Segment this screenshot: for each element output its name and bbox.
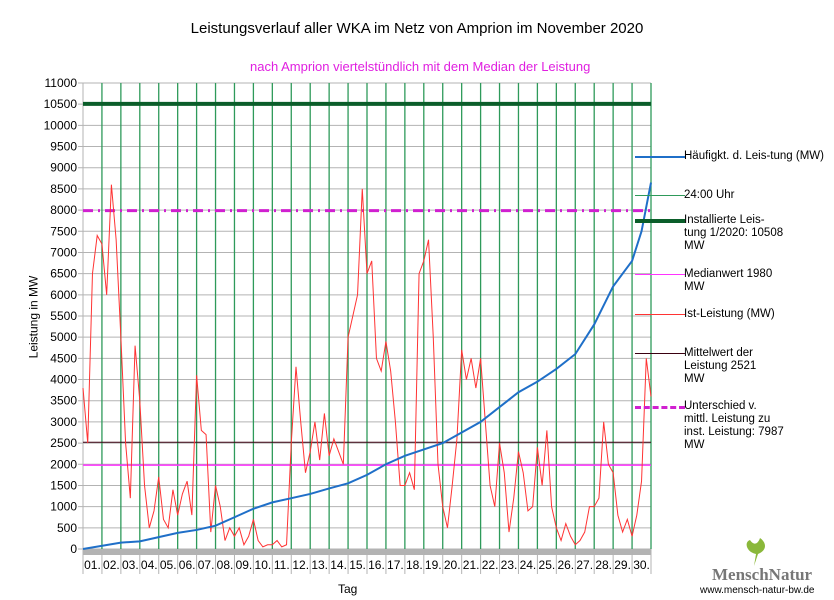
legend-mean: Mittelwert der Leistung 2521 MW [635,347,779,386]
x-tick-label: 11. [274,558,290,572]
legend-label: 24:00 Uhr [684,189,735,201]
legend-day: 24:00 Uhr [635,189,834,202]
y-tick-label: 10000 [44,118,78,132]
ginkgo-leaf-icon [746,538,765,566]
legend-diff: Unterschied v. mittl. Leistung zu inst. … [635,400,784,452]
x-tick-label: 08. [217,558,234,572]
legend-label: Installierte Leis-tung 1/2020: 10508 MW [684,214,784,252]
y-tick-label: 4000 [50,373,77,387]
chart-subtitle: nach Amprion viertelstündlich mit dem Me… [250,59,591,74]
x-tick-label: 03. [122,558,139,572]
legend-label: Mittelwert der Leistung 2521 MW [684,347,757,385]
x-tick-label: 30. [633,558,650,572]
legend-label: Unterschied v. mittl. Leistung zu inst. … [684,400,784,451]
y-tick-label: 8500 [50,182,77,196]
x-tick-label: 20. [444,558,461,572]
y-tick-label: 4500 [50,351,77,365]
y-tick-label: 7000 [50,245,77,259]
logo-text: MenschNatur [712,565,813,584]
y-tick-label: 9500 [50,140,77,154]
actual-power-line [82,184,652,548]
x-tick-label: 01. [84,558,101,572]
x-tick-label: 09. [236,558,253,572]
x-tick-label: 27. [576,558,593,572]
x-tick-label: 06. [179,558,196,572]
x-tick-label: 05. [160,558,177,572]
y-tick-label: 500 [57,521,77,535]
x-axis-label: Tag [338,582,358,596]
x-tick-label: 18. [406,558,423,572]
y-tick-label: 5500 [50,309,77,323]
legend-label: Medianwert 1980 MW [684,268,773,293]
x-tick-label: 22. [482,558,499,572]
y-tick-label: 9000 [50,161,77,175]
y-tick-label: 11000 [45,76,78,90]
y-tick-label: 0 [70,542,77,556]
y-tick-label: 3500 [50,394,77,408]
x-tick-label: 26. [557,558,574,572]
y-tick-label: 1500 [50,478,77,492]
x-tick-label: 21. [463,558,480,572]
y-tick-label: 8000 [50,203,77,217]
legend-installed: Installierte Leis-tung 1/2020: 10508 MW [635,214,784,253]
x-tick-label: 10. [255,558,272,572]
x-tick-label: 07. [198,558,215,572]
y-tick-label: 3000 [50,415,77,429]
x-tick-label: 23. [501,558,518,572]
logo: MenschNatur www.mensch-natur-bw.de [700,538,815,596]
x-tick-label: 15. [349,558,366,572]
legend-label: Häufigkt. d. Leis-tung (MW) [684,150,824,162]
x-tick-label: 04. [141,558,158,572]
x-tick-label: 25. [539,558,556,572]
x-tick-label: 28. [595,558,612,572]
x-tick-label: 02. [103,558,120,572]
x-tick-label: 19. [425,558,442,572]
legend-actual: Ist-Leistung (MW) [635,308,784,321]
y-tick-label: 2000 [50,457,77,471]
x-tick-label: 13. [311,558,328,572]
x-tick-label: 29. [614,558,631,572]
x-tick-label: 16. [368,558,385,572]
y-tick-label: 5000 [50,330,77,344]
y-tick-label: 7500 [50,224,77,238]
legend-median: Medianwert 1980 MW [635,268,784,294]
legend-freq: Häufigkt. d. Leis-tung (MW) [635,150,834,163]
chart-title: Leistungsverlauf aller WKA im Netz von A… [190,20,644,37]
x-tick-label: 12. [292,558,309,572]
y-tick-label: 2500 [50,436,77,450]
y-tick-label: 6500 [50,267,77,281]
x-tick-label: 14. [330,558,347,572]
x-tick-label: 24. [520,558,537,572]
logo-url: www.mensch-natur-bw.de [700,585,815,596]
x-tick-label: 17. [387,558,404,572]
y-tick-label: 1000 [50,500,77,514]
legend-label: Ist-Leistung (MW) [684,308,775,320]
y-tick-label: 6000 [50,288,77,302]
y-tick-label: 10500 [44,97,78,111]
frequency-curve [82,182,652,550]
